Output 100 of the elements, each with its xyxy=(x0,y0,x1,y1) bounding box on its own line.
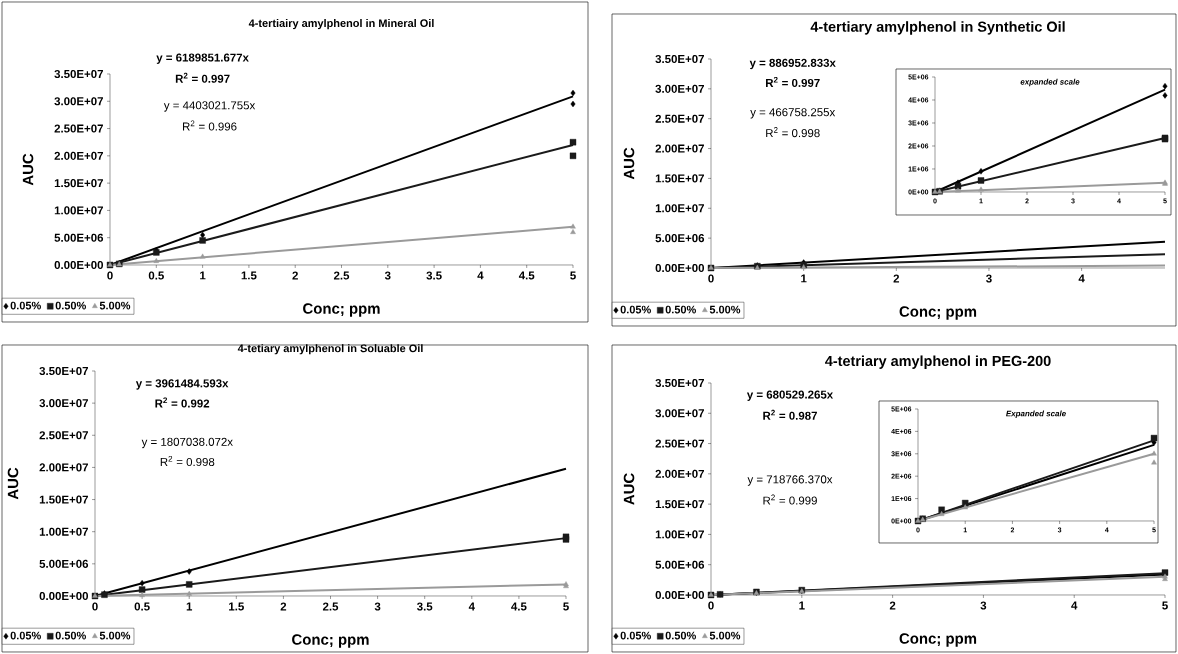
y-tick-label: 2.50E+07 xyxy=(39,431,88,440)
x-tick-label: 4.5 xyxy=(511,602,527,611)
annotation: R$^{2}$ = 0.992 xyxy=(155,397,210,408)
annotation: R$^{2}$ = 0.996 xyxy=(183,120,237,131)
x-axis-title: Conc; ppm xyxy=(303,303,380,317)
y-tick-label: 1.00E+07 xyxy=(655,530,704,539)
x-tick-label: 4 xyxy=(477,271,484,280)
y-tick-label: 2.00E+07 xyxy=(655,144,704,153)
y-tick-label: 0.00E+00 xyxy=(54,260,104,270)
x-tick-label: 5 xyxy=(1162,601,1168,610)
y-tick-label: 1.50E+07 xyxy=(54,179,103,188)
x-tick-label: 4 xyxy=(468,602,475,611)
y-tick-label: 3.50E+07 xyxy=(655,378,704,388)
annotation: y = 466758.255x xyxy=(750,108,836,119)
y-tick-label: 0.00E+00 xyxy=(655,263,705,273)
legend-label: 0.50% xyxy=(665,631,696,640)
annotation: R$^{2}$ = 0.998 xyxy=(160,455,215,467)
annotation: R$^{2}$ = 0.997 xyxy=(175,72,230,83)
x-axis-title: Conc; ppm xyxy=(899,633,977,647)
x-tick-label: 5 xyxy=(570,271,576,280)
x-axis-title: Conc; ppm xyxy=(292,634,369,648)
y-tick-label: 3.00E+07 xyxy=(655,84,704,93)
x-tick-label: 2 xyxy=(280,602,287,611)
x-tick-label: 0.5 xyxy=(134,602,150,611)
annotation: y = 718766.370x xyxy=(747,475,833,486)
y-tick-label: 1.00E+07 xyxy=(54,206,103,215)
x-tick-label: 2 xyxy=(292,271,298,280)
legend-label: 0.05% xyxy=(10,631,41,640)
chart-title: 4-tetiary amylphenol in Soluable Oil xyxy=(237,344,423,355)
legend-label: 5.00% xyxy=(709,305,741,314)
x-tick-label: 3.5 xyxy=(417,602,433,611)
legend-label: 0.50% xyxy=(55,631,86,640)
y-tick-label: 1.50E+07 xyxy=(655,174,704,183)
annotation: R$^{2}$ = 0.999 xyxy=(763,494,817,505)
x-tick-label: 4 xyxy=(1078,274,1085,283)
y-tick-label: 0.00E+00 xyxy=(39,591,89,601)
x-tick-label: 1 xyxy=(200,271,206,280)
legend-label: 5.00% xyxy=(99,301,131,310)
x-tick-label: 2.5 xyxy=(322,602,339,611)
y-tick-label: 5.00E+06 xyxy=(655,560,705,569)
y-tick-label: 2.00E+07 xyxy=(54,151,103,160)
x-axis-title: Conc; ppm xyxy=(899,306,977,320)
annotation: y = 886952.833x xyxy=(749,58,836,70)
y-tick-label: 3.00E+07 xyxy=(655,409,704,418)
y-tick-label: 2.50E+07 xyxy=(655,439,704,448)
x-tick-label: 3.5 xyxy=(426,271,442,280)
y-tick-label: 2.00E+07 xyxy=(655,469,704,478)
y-tick-label: 1.00E+07 xyxy=(39,527,88,536)
y-tick-label: 3.00E+07 xyxy=(39,399,88,408)
x-tick-label: 1 xyxy=(186,602,193,611)
y-tick-label: 1.50E+07 xyxy=(39,495,88,504)
x-tick-label: 2 xyxy=(893,274,900,283)
annotation: R$^{2}$ = 0.997 xyxy=(766,76,820,87)
x-tick-label: 4.5 xyxy=(518,271,535,280)
x-tick-label: 1.5 xyxy=(241,271,257,280)
annotation: y = 4403021.755x xyxy=(163,101,256,112)
x-tick-label: 1 xyxy=(801,274,807,283)
chart-title: 4-tertiairy amylphenol in Mineral Oil xyxy=(248,18,434,30)
y-tick-label: 1.50E+07 xyxy=(655,500,704,509)
y-tick-label: 3.50E+07 xyxy=(54,69,103,79)
legend-label: 0.50% xyxy=(55,301,86,310)
legend-label: 0.05% xyxy=(10,301,41,310)
x-tick-label: 1 xyxy=(799,601,805,610)
text: y = 6189851.677x xyxy=(156,53,249,64)
y-tick-label: 3.50E+07 xyxy=(655,54,704,64)
x-tick-label: 2 xyxy=(889,601,896,610)
y-axis-title: AUC xyxy=(7,467,19,500)
annotation: R$^{2}$ = 0.987 xyxy=(763,409,817,420)
x-tick-label: 4 xyxy=(1071,601,1078,610)
x-tick-label: 0 xyxy=(708,274,714,283)
y-axis-title: AUC xyxy=(623,147,635,180)
annotation: y = 680529.265x xyxy=(746,390,834,401)
y-tick-label: 0.00E+00 xyxy=(655,590,705,600)
annotation: y = 3961484.593x xyxy=(135,379,229,390)
chart-title: 4-tertiary amylphenol in Synthetic Oil xyxy=(810,21,1065,35)
y-tick-label: 5.00E+06 xyxy=(39,559,89,568)
x-tick-label: 3 xyxy=(986,274,992,283)
x-tick-label: 0 xyxy=(708,601,714,610)
y-tick-label: 3.50E+07 xyxy=(39,366,88,376)
x-tick-label: 5 xyxy=(563,602,569,611)
annotation: R$^{2}$ = 0.998 xyxy=(766,127,820,138)
y-axis-title: AUC xyxy=(623,473,635,505)
annotation: y = 1807038.072x xyxy=(141,437,233,449)
x-tick-label: 0 xyxy=(92,602,98,611)
legend-label: 0.05% xyxy=(620,305,651,314)
legend-label: 5.00% xyxy=(709,631,741,640)
x-tick-label: 2.5 xyxy=(333,271,350,280)
y-tick-label: 2.50E+07 xyxy=(655,114,704,123)
legend-label: 0.50% xyxy=(665,305,696,314)
legend-label: 0.05% xyxy=(620,631,651,640)
y-axis-title: AUC xyxy=(22,153,34,186)
x-tick-label: 3 xyxy=(384,271,391,280)
y-tick-label: 1.00E+07 xyxy=(655,204,704,213)
y-tick-label: 3.00E+07 xyxy=(54,97,103,106)
x-tick-label: 3 xyxy=(980,601,987,610)
y-tick-label: 2.00E+07 xyxy=(39,463,88,472)
x-tick-label: 0.5 xyxy=(148,271,164,280)
chart-title: 4-tetriary amylphenol in PEG-200 xyxy=(825,355,1051,369)
legend-label: 5.00% xyxy=(99,631,131,640)
x-tick-label: 3 xyxy=(374,602,381,611)
